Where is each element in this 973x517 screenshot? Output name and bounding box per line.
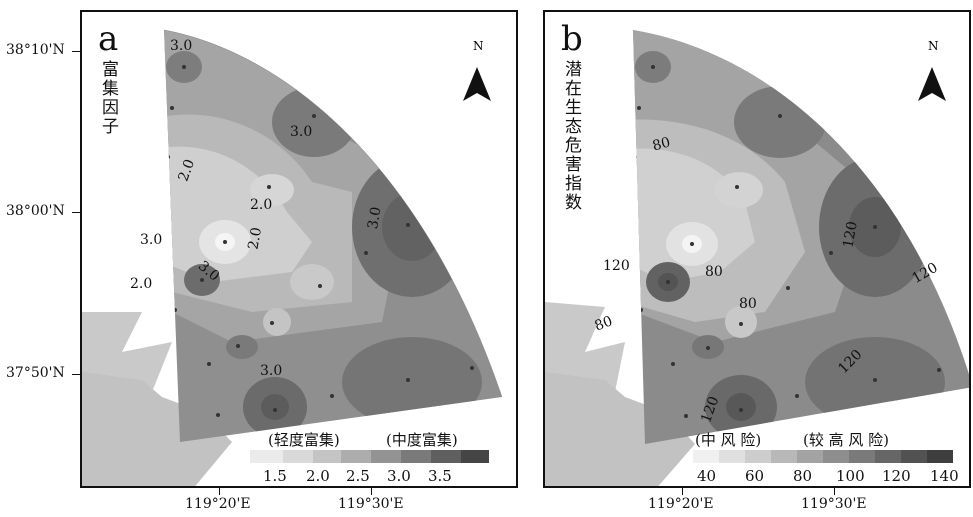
contour-label: 80: [739, 296, 757, 312]
contour-label: 3.0: [290, 124, 312, 140]
legend-tick: 3.5: [428, 467, 452, 485]
legend-bar-b: [693, 450, 953, 463]
contour-label: 2.0: [176, 157, 199, 183]
legend-bar-a: [250, 450, 489, 463]
contour-label: 3.0: [170, 38, 192, 54]
legend-tick: 60: [745, 467, 765, 485]
legend-tick: 2.0: [306, 467, 330, 485]
map-frame-b: 80 120 80 80 80 120 120 120 120 N: [543, 10, 971, 488]
legend-tick: 40: [697, 467, 717, 485]
contour-label: 3.0: [365, 206, 385, 231]
panel-letter-b: b: [561, 19, 583, 59]
panel-letter-a: a: [98, 19, 119, 59]
legend-tick: 80: [793, 467, 813, 485]
contour-label: 3.0: [260, 363, 282, 379]
contour-map-a: 3.0 3.0 2.0 2.0 2.0 3.0 3.0 3.0 2.0 3.0 …: [82, 29, 503, 486]
legend-label-right-a: (中度富集): [386, 431, 458, 449]
lon-label: 119°20'E: [648, 496, 714, 512]
contour-label: 2.0: [130, 276, 152, 292]
legend-tick: 2.5: [346, 467, 370, 485]
legend-label-left-a: (轻度富集): [268, 431, 340, 449]
legend-label-left-b: (中 风 险): [695, 431, 762, 449]
legend-tick: 1.5: [263, 467, 287, 485]
legend-label-right-b: (较 高 风 险): [803, 431, 890, 449]
contour-label: 80: [705, 264, 723, 280]
contour-label: 2.0: [250, 197, 272, 213]
lat-label: 38°10'N: [6, 42, 65, 58]
legend-tick: 120: [882, 467, 911, 485]
north-arrow-icon: [463, 67, 491, 101]
panel-title-a: 富集因子: [98, 60, 118, 136]
lon-label: 119°30'E: [338, 496, 404, 512]
contour-label: 2.0: [245, 226, 265, 251]
contour-label: 80: [592, 313, 614, 334]
contour-label: 120: [840, 220, 860, 249]
contour-map-b: 80 120 80 80 80 120 120 120 120 N: [545, 30, 969, 486]
legend-tick: 140: [930, 467, 959, 485]
contour-label: 80: [651, 134, 672, 154]
contour-label: 120: [603, 258, 630, 274]
north-label: N: [928, 39, 939, 53]
map-panel-b: 80 120 80 80 80 120 120 120 120 N: [543, 10, 971, 512]
map-panel-a: 3.0 3.0 2.0 2.0 2.0 3.0 3.0 3.0 2.0 3.0 …: [6, 10, 518, 512]
lat-label: 38°00'N: [6, 203, 65, 219]
north-label: N: [473, 39, 484, 53]
lat-label: 37°50'N: [6, 365, 65, 381]
contour-label: 3.0: [140, 232, 162, 248]
panel-title-b: 潜在生态危害指数: [561, 60, 581, 212]
legend-tick: 3.0: [387, 467, 411, 485]
north-arrow-icon: [918, 67, 946, 101]
legend-tick: 100: [836, 467, 865, 485]
map-frame-a: 3.0 3.0 2.0 2.0 2.0 3.0 3.0 3.0 2.0 3.0 …: [80, 10, 518, 488]
lon-label: 119°30'E: [801, 496, 867, 512]
lon-label: 119°20'E: [185, 496, 251, 512]
